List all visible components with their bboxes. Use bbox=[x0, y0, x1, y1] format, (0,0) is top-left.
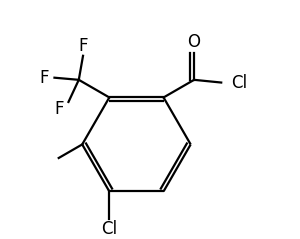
Text: F: F bbox=[39, 69, 49, 87]
Text: F: F bbox=[78, 37, 88, 55]
Text: O: O bbox=[188, 33, 201, 51]
Text: Cl: Cl bbox=[101, 220, 117, 238]
Text: Cl: Cl bbox=[231, 74, 247, 92]
Text: F: F bbox=[54, 100, 64, 118]
